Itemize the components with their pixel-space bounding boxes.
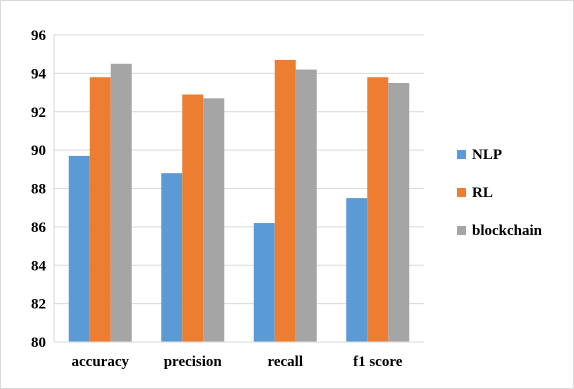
x-category-label: precision xyxy=(164,354,223,370)
y-tick-label: 80 xyxy=(31,335,46,351)
y-tick-label: 82 xyxy=(31,297,46,313)
y-tick-label: 90 xyxy=(31,143,46,159)
legend-label: blockchain xyxy=(472,223,543,239)
x-category-label: recall xyxy=(267,354,303,370)
bars xyxy=(68,59,410,343)
bar-blockchain-recall xyxy=(295,69,317,342)
y-tick-label: 92 xyxy=(31,105,46,121)
y-tick-label: 84 xyxy=(31,258,47,274)
x-category-label: f1 score xyxy=(353,354,403,370)
bar-nlp-f1-score xyxy=(346,198,368,342)
y-tick-label: 94 xyxy=(31,66,47,82)
legend-label: NLP xyxy=(472,147,502,163)
bar-blockchain-accuracy xyxy=(110,63,132,342)
y-tick-label: 88 xyxy=(31,182,46,198)
bar-blockchain-precision xyxy=(203,98,225,342)
bar-rl-accuracy xyxy=(89,77,111,343)
axes xyxy=(53,35,424,343)
y-tick-label: 96 xyxy=(31,28,47,44)
bar-blockchain-f1-score xyxy=(388,82,410,342)
legend-swatch-nlp xyxy=(457,150,466,159)
bar-nlp-accuracy xyxy=(68,155,90,342)
bar-rl-recall xyxy=(274,59,296,342)
x-category-label: accuracy xyxy=(72,354,130,370)
bar-nlp-precision xyxy=(161,173,183,342)
bar-nlp-recall xyxy=(253,223,275,342)
legend-label: RL xyxy=(472,185,493,201)
y-tick-label: 86 xyxy=(31,220,47,236)
legend-swatch-rl xyxy=(457,188,466,197)
legend-swatch-blockchain xyxy=(457,226,466,235)
x-category-labels: accuracy precision recall f1 score xyxy=(72,354,403,370)
bar-rl-precision xyxy=(182,94,204,342)
legend: NLP RL blockchain xyxy=(457,147,543,239)
y-tick-labels: 80 82 84 86 88 90 92 94 96 xyxy=(31,28,47,351)
bar-rl-f1-score xyxy=(367,77,389,343)
